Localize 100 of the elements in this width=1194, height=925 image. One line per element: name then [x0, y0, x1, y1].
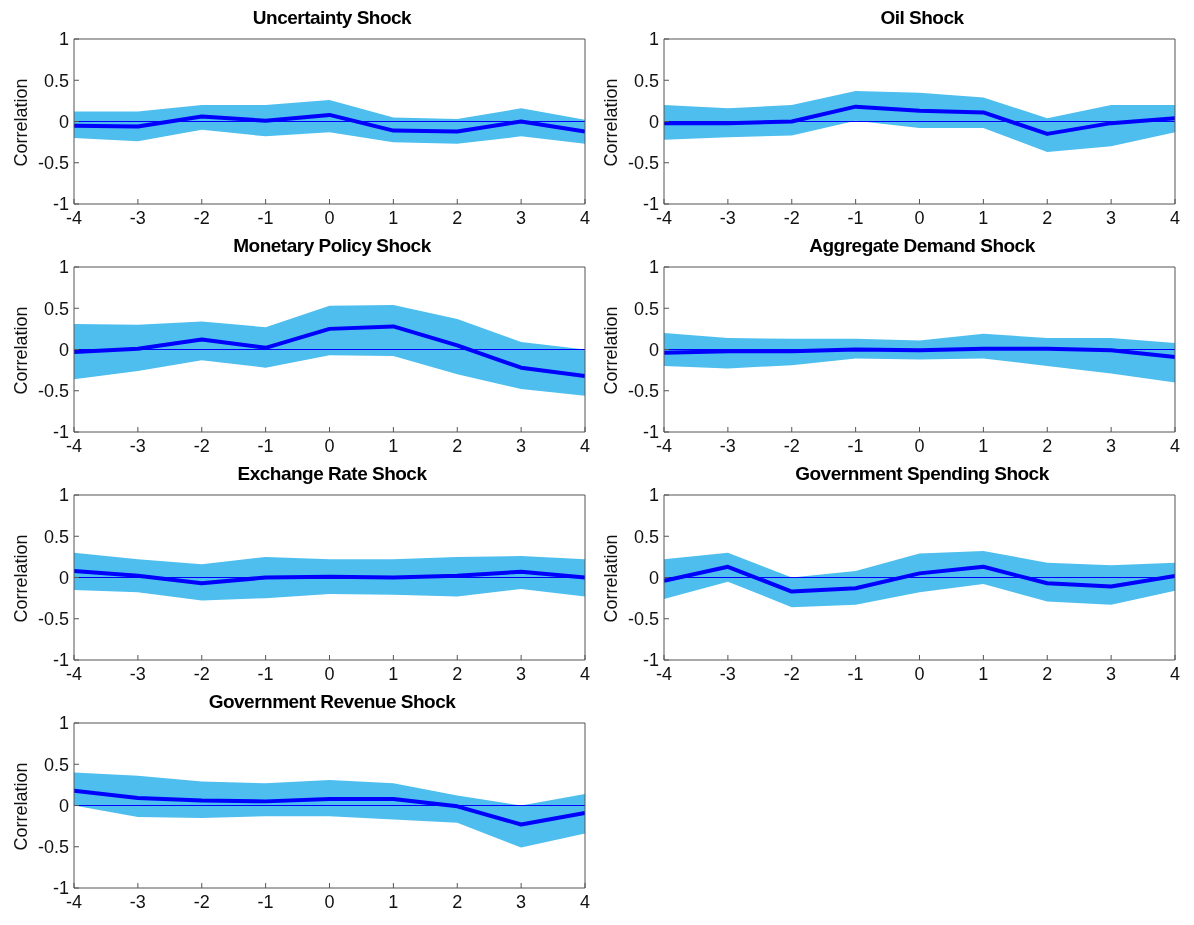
- y-tick-label: 0: [648, 567, 659, 588]
- x-tick-label: 0: [914, 663, 925, 684]
- y-tick-label: 0.5: [633, 70, 659, 91]
- x-tick-label: 4: [1169, 207, 1181, 228]
- x-tick-label: 1: [388, 435, 399, 456]
- x-tick-label: 4: [579, 435, 591, 456]
- x-tick-label: 2: [1042, 435, 1053, 456]
- y-tick-label: 0.5: [43, 70, 69, 91]
- x-tick-label: 4: [1169, 663, 1181, 684]
- x-tick-label: -2: [193, 891, 210, 912]
- line-series: [74, 112, 585, 134]
- y-axis-title: Correlation: [601, 78, 622, 167]
- y-tick-label: -1: [642, 650, 659, 671]
- x-tick-label: 0: [324, 663, 335, 684]
- y-tick-label: -0.5: [37, 153, 69, 174]
- x-tick-label: 4: [1169, 435, 1181, 456]
- line-series: [74, 788, 585, 827]
- x-tick-label: 0: [324, 207, 335, 228]
- y-tick-label: 1: [648, 29, 659, 50]
- y-axis-title: Correlation: [11, 306, 32, 395]
- x-tick-label: -2: [783, 663, 800, 684]
- y-tick-label: 0.5: [43, 298, 69, 319]
- chart-title: Government Spending Shock: [794, 463, 1050, 484]
- x-tick-label: 0: [914, 207, 925, 228]
- y-tick-label: 1: [58, 257, 69, 278]
- x-tick-label: -2: [783, 435, 800, 456]
- chart-title: Aggregate Demand Shock: [808, 235, 1036, 256]
- x-tick-label: 1: [978, 663, 989, 684]
- y-axis-title: Correlation: [11, 534, 32, 623]
- chart-title: Oil Shock: [879, 7, 965, 28]
- y-tick-label: 0: [648, 339, 659, 360]
- y-tick-label: -0.5: [627, 153, 659, 174]
- y-tick-label: 0.5: [633, 298, 659, 319]
- y-tick-label: 0: [58, 567, 69, 588]
- x-tick-label: -2: [193, 663, 210, 684]
- x-tick-label: -1: [847, 207, 864, 228]
- x-tick-label: 3: [1106, 207, 1117, 228]
- chart-title: Exchange Rate Shock: [236, 463, 428, 484]
- x-tick-label: 1: [978, 435, 989, 456]
- x-tick-label: -3: [129, 435, 146, 456]
- x-tick-label: -3: [719, 207, 736, 228]
- x-tick-label: 3: [516, 207, 527, 228]
- x-tick-label: -3: [129, 891, 146, 912]
- y-tick-label: 0: [58, 339, 69, 360]
- x-tick-label: 4: [579, 891, 591, 912]
- y-tick-label: -1: [52, 878, 69, 899]
- y-tick-label: 0: [58, 111, 69, 132]
- y-tick-label: 1: [58, 485, 69, 506]
- x-tick-label: 4: [579, 207, 591, 228]
- chart-title: Monetary Policy Shock: [232, 235, 432, 256]
- y-tick-label: -1: [52, 422, 69, 443]
- x-tick-label: 1: [388, 663, 399, 684]
- y-tick-label: -1: [52, 650, 69, 671]
- y-tick-label: -0.5: [37, 609, 69, 630]
- x-tick-label: 1: [388, 207, 399, 228]
- x-tick-label: 3: [516, 435, 527, 456]
- x-tick-label: 1: [978, 207, 989, 228]
- y-tick-label: -1: [642, 422, 659, 443]
- x-tick-label: 2: [1042, 207, 1053, 228]
- y-axis-title: Correlation: [601, 534, 622, 623]
- y-tick-label: 1: [58, 713, 69, 734]
- x-tick-label: -1: [257, 891, 274, 912]
- x-tick-label: 3: [516, 891, 527, 912]
- x-tick-label: 2: [452, 207, 463, 228]
- y-axis-title: Correlation: [601, 306, 622, 395]
- x-tick-label: -1: [847, 663, 864, 684]
- x-tick-label: -2: [193, 435, 210, 456]
- x-tick-label: -1: [847, 435, 864, 456]
- x-tick-label: 2: [452, 663, 463, 684]
- x-tick-label: -2: [783, 207, 800, 228]
- x-tick-label: 3: [1106, 435, 1117, 456]
- x-tick-label: -3: [719, 435, 736, 456]
- y-tick-label: 0: [58, 795, 69, 816]
- x-tick-label: -2: [193, 207, 210, 228]
- x-tick-label: 2: [452, 891, 463, 912]
- y-tick-label: -0.5: [627, 609, 659, 630]
- x-tick-label: 3: [1106, 663, 1117, 684]
- y-tick-label: -0.5: [627, 381, 659, 402]
- x-tick-label: 1: [388, 891, 399, 912]
- y-tick-label: 1: [648, 257, 659, 278]
- y-axis-title: Correlation: [11, 78, 32, 167]
- x-tick-label: -1: [257, 435, 274, 456]
- x-tick-label: 2: [1042, 663, 1053, 684]
- x-tick-label: 0: [324, 891, 335, 912]
- y-tick-label: -1: [642, 194, 659, 215]
- chart-title: Uncertainty Shock: [251, 7, 413, 28]
- x-tick-label: -1: [257, 207, 274, 228]
- y-tick-label: 1: [648, 485, 659, 506]
- x-tick-label: -3: [129, 207, 146, 228]
- y-tick-label: -1: [52, 194, 69, 215]
- x-tick-label: 4: [579, 663, 591, 684]
- x-tick-label: 0: [914, 435, 925, 456]
- y-tick-label: -0.5: [37, 381, 69, 402]
- y-tick-label: -0.5: [37, 837, 69, 858]
- chart-title: Government Revenue Shock: [207, 691, 457, 712]
- x-tick-label: -3: [719, 663, 736, 684]
- x-tick-label: 2: [452, 435, 463, 456]
- y-tick-label: 0.5: [43, 526, 69, 547]
- x-tick-label: 0: [324, 435, 335, 456]
- y-tick-label: 1: [58, 29, 69, 50]
